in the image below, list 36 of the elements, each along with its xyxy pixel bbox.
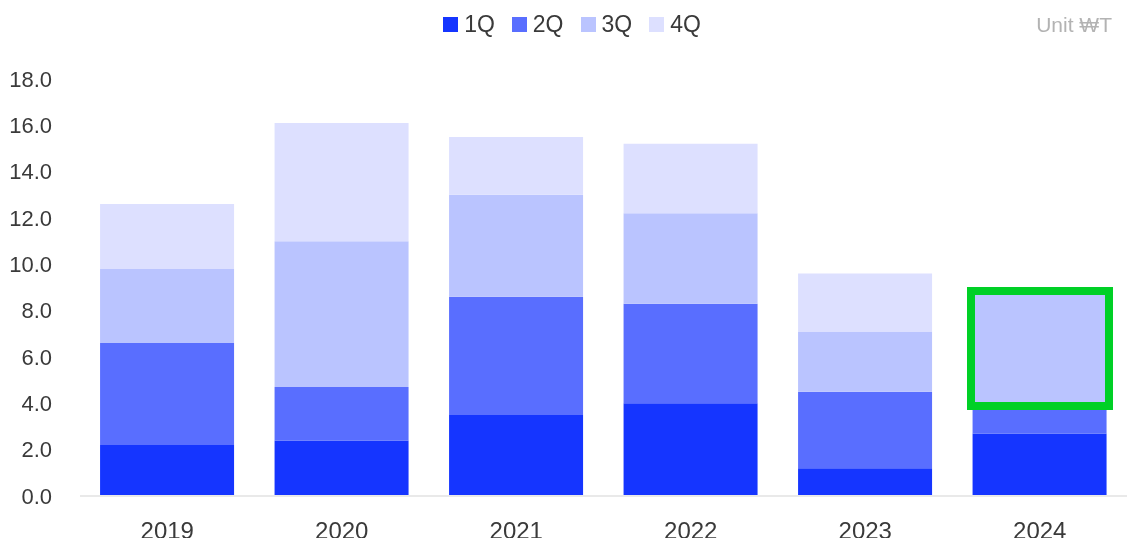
bar [449, 136, 584, 195]
bar [623, 303, 758, 404]
legend-label: 1Q [464, 10, 495, 38]
bar [274, 241, 409, 388]
bar [798, 273, 933, 332]
text: Unit ₩T [1036, 12, 1112, 38]
y-tick-label: 10.0 [9, 252, 52, 278]
y-tick-label: 6.0 [21, 344, 52, 370]
bar [100, 343, 235, 446]
bar [623, 403, 758, 496]
bar [449, 414, 584, 496]
bar [100, 204, 235, 269]
bar [623, 143, 758, 214]
y-tick-label: 18.0 [9, 66, 52, 92]
bar [623, 213, 758, 304]
bar [449, 194, 584, 297]
bar [798, 391, 933, 469]
bar [449, 296, 584, 415]
y-tick-label: 12.0 [9, 205, 52, 231]
bar [274, 387, 409, 441]
bar [100, 268, 235, 344]
legend-label: 3Q [601, 10, 633, 38]
bar [798, 331, 933, 392]
bar [972, 433, 1107, 496]
y-tick-label: 16.0 [9, 113, 52, 139]
y-tick-label: 0.0 [21, 483, 52, 509]
y-tick-label: 14.0 [9, 159, 52, 185]
legend-label: 2Q [532, 10, 564, 38]
bar [274, 440, 409, 496]
legend-label: 4Q [670, 10, 701, 38]
bar [100, 445, 235, 496]
y-tick-label: 4.0 [21, 391, 52, 417]
bar [274, 123, 409, 242]
y-tick-label: 2.0 [21, 437, 52, 463]
bar [798, 468, 933, 496]
y-tick-label: 8.0 [21, 298, 52, 324]
